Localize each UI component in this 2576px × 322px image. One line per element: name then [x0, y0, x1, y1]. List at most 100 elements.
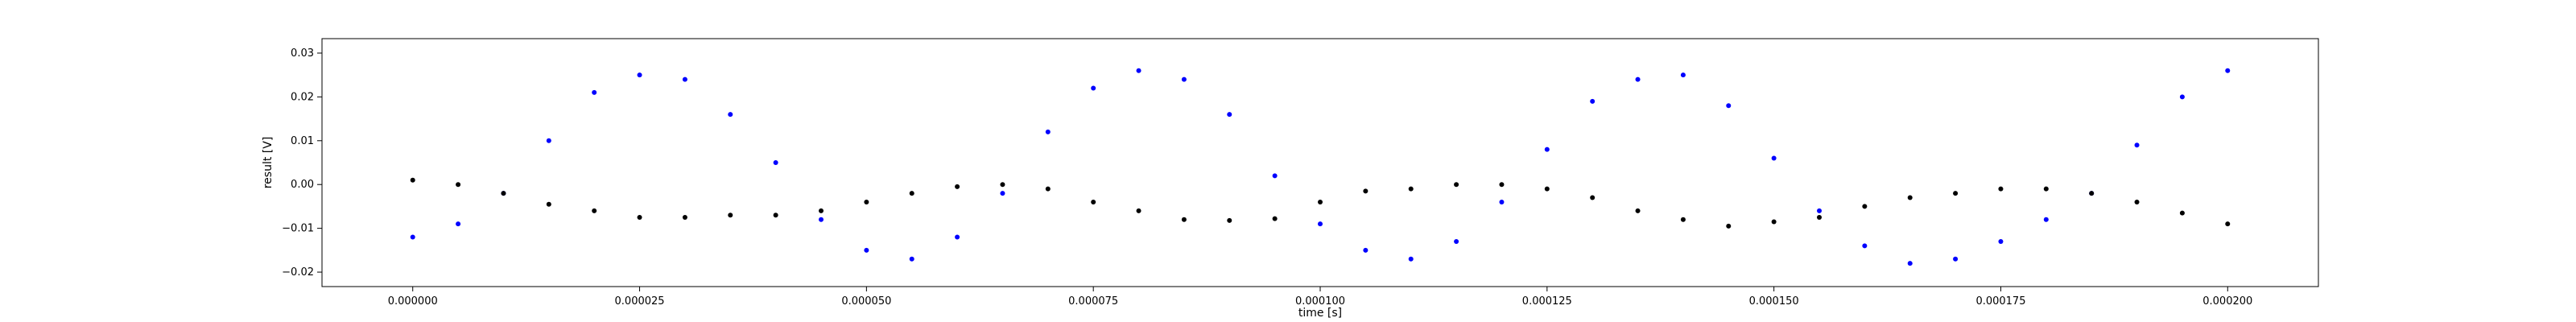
y-tick-label: −0.01: [282, 223, 314, 235]
data-point: [546, 201, 551, 207]
data-point: [1363, 247, 1368, 253]
y-axis-label: result [V]: [262, 137, 275, 189]
x-tick-label: 0.000050: [841, 295, 891, 308]
data-point: [773, 160, 778, 165]
data-point: [501, 191, 506, 196]
data-point: [1771, 219, 1777, 225]
data-point: [1000, 182, 1005, 188]
data-point: [1363, 188, 1368, 194]
data-point: [1318, 199, 1323, 204]
data-point: [456, 182, 461, 188]
x-tick-label: 0.000025: [615, 295, 665, 308]
data-point: [1136, 208, 1141, 213]
data-point: [456, 221, 461, 227]
data-point: [1953, 256, 1959, 262]
data-point: [2043, 217, 2049, 222]
y-tick-label: 0.02: [291, 91, 314, 103]
data-point: [1091, 199, 1096, 204]
data-point: [1907, 261, 1913, 266]
data-point: [1181, 76, 1187, 82]
data-point: [1635, 76, 1641, 82]
data-point: [592, 89, 597, 95]
x-tick-label: 0.000100: [1295, 295, 1345, 308]
data-point: [2043, 186, 2049, 192]
data-point: [546, 138, 551, 143]
data-point: [1862, 243, 1868, 249]
data-point: [1272, 173, 1278, 179]
data-point: [1272, 216, 1278, 221]
x-tick-label: 0.000125: [1522, 295, 1572, 308]
data-point: [819, 217, 824, 222]
data-point: [1408, 256, 1414, 262]
data-point: [682, 76, 687, 82]
data-point: [1817, 215, 1822, 221]
data-point: [1045, 129, 1051, 134]
x-tick-label: 0.000000: [388, 295, 438, 308]
data-point: [682, 215, 687, 221]
data-point: [1000, 191, 1005, 196]
data-point: [955, 184, 960, 189]
x-tick-label: 0.000150: [1749, 295, 1799, 308]
data-point: [1726, 223, 1732, 229]
data-point: [909, 191, 914, 196]
data-point: [1862, 204, 1868, 209]
y-tick-label: 0.03: [291, 47, 314, 60]
x-axis-ticks: 0.000000 0.000025 0.000050 0.000075 0.000100…: [388, 287, 2252, 308]
data-point: [1454, 182, 1459, 188]
data-point: [1771, 155, 1777, 161]
data-point: [1454, 238, 1459, 244]
data-point: [2089, 191, 2095, 196]
data-point: [1544, 147, 1550, 152]
data-point: [773, 213, 778, 218]
data-point: [728, 213, 733, 218]
data-point: [1499, 182, 1505, 188]
data-point: [1726, 103, 1732, 109]
data-point: [1998, 238, 2004, 244]
data-point: [1499, 199, 1505, 204]
data-point: [1227, 217, 1232, 223]
data-point: [2225, 68, 2231, 73]
data-point: [637, 215, 642, 221]
data-point: [1635, 208, 1641, 213]
data-point: [1907, 195, 1913, 200]
data-point: [1680, 72, 1686, 78]
x-tick-label: 0.000075: [1068, 295, 1118, 308]
y-tick-label: 0.01: [291, 135, 314, 147]
data-point: [1045, 186, 1051, 192]
data-point: [1091, 85, 1096, 91]
data-point: [728, 112, 733, 118]
series-2: [410, 177, 2231, 229]
x-tick-label: 0.000175: [1975, 295, 2025, 308]
data-point: [1590, 195, 1596, 200]
x-axis-label: time [s]: [1298, 307, 1342, 320]
data-point: [1408, 186, 1414, 192]
data-point: [2179, 210, 2185, 216]
y-axis-ticks: −0.02 −0.01 0.00 0.01 0.02 0.03: [282, 47, 322, 279]
x-tick-label: 0.000200: [2202, 295, 2252, 308]
y-tick-label: 0.00: [291, 179, 314, 191]
data-point: [1953, 191, 1959, 196]
data-point: [1227, 112, 1232, 118]
data-point: [2179, 94, 2185, 100]
data-point: [592, 208, 597, 213]
data-point: [909, 256, 914, 262]
data-point: [1318, 221, 1323, 227]
data-point: [2134, 142, 2140, 148]
data-points: [410, 68, 2231, 266]
data-point: [637, 72, 642, 78]
data-point: [955, 234, 960, 240]
data-point: [1817, 208, 1822, 213]
data-point: [1590, 98, 1596, 104]
data-point: [1680, 217, 1686, 222]
data-point: [2225, 221, 2231, 227]
data-point: [819, 208, 824, 213]
data-point: [1998, 186, 2004, 192]
data-point: [1136, 68, 1141, 73]
data-point: [864, 247, 869, 253]
data-point: [410, 234, 415, 240]
data-point: [410, 177, 415, 183]
data-point: [1181, 217, 1187, 222]
data-point: [864, 199, 869, 204]
